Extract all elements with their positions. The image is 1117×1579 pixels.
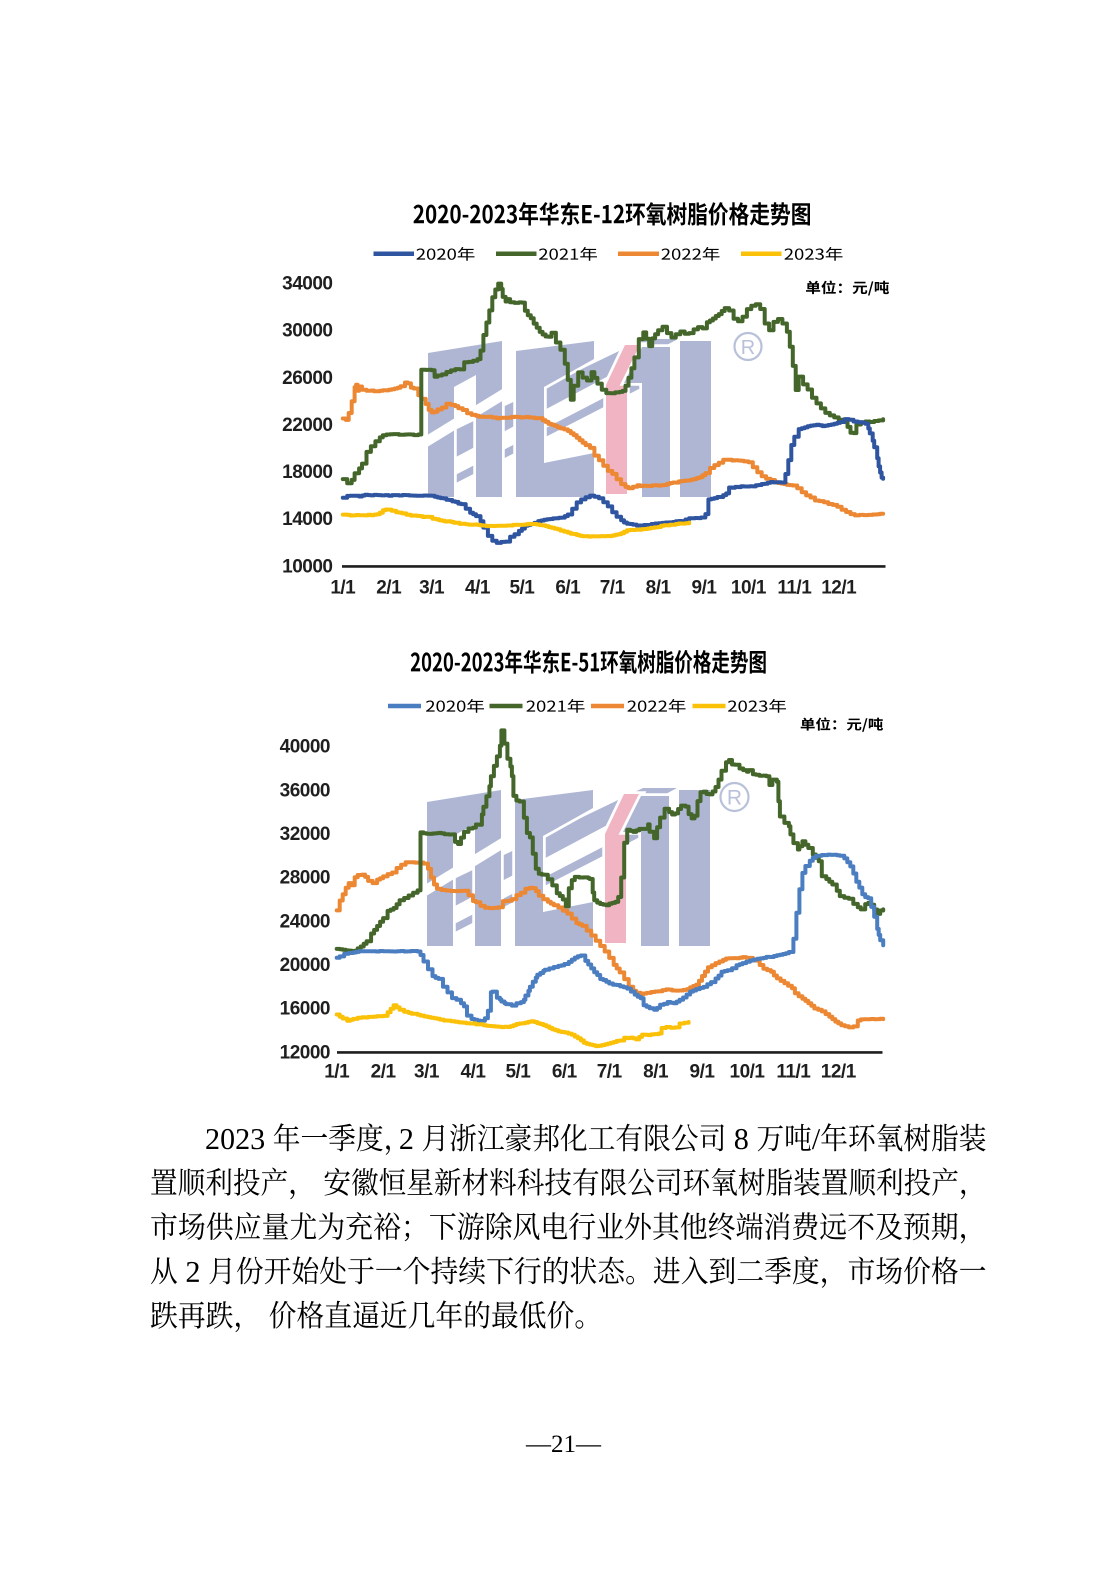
- svg-text:1/1: 1/1: [324, 1062, 350, 1083]
- svg-text:9/1: 9/1: [690, 1062, 716, 1083]
- svg-text:26000: 26000: [282, 368, 332, 389]
- svg-text:4/1: 4/1: [461, 1062, 487, 1083]
- svg-text:8/1: 8/1: [646, 578, 672, 599]
- svg-text:36000: 36000: [280, 780, 330, 801]
- svg-text:12/1: 12/1: [821, 1062, 857, 1083]
- svg-text:12000: 12000: [280, 1042, 330, 1063]
- svg-text:20000: 20000: [280, 955, 330, 976]
- svg-text:5/1: 5/1: [509, 578, 535, 599]
- svg-text:—21—: —21—: [525, 1431, 602, 1458]
- svg-text:12/1: 12/1: [821, 578, 857, 599]
- svg-text:8/1: 8/1: [643, 1062, 669, 1083]
- svg-text:R: R: [727, 787, 742, 810]
- svg-text:28000: 28000: [280, 868, 330, 889]
- svg-text:22000: 22000: [282, 415, 332, 436]
- svg-text:3/1: 3/1: [414, 1062, 440, 1083]
- svg-text:3/1: 3/1: [419, 578, 445, 599]
- svg-text:24000: 24000: [280, 911, 330, 932]
- svg-text:32000: 32000: [280, 824, 330, 845]
- svg-text:1/1: 1/1: [330, 578, 356, 599]
- svg-text:11/1: 11/1: [777, 578, 812, 599]
- svg-text:10/1: 10/1: [731, 578, 767, 599]
- svg-text:2/1: 2/1: [371, 1062, 397, 1083]
- svg-text:10/1: 10/1: [730, 1062, 766, 1083]
- svg-text:16000: 16000: [280, 999, 330, 1020]
- svg-text:40000: 40000: [280, 737, 330, 758]
- svg-text:11/1: 11/1: [776, 1062, 811, 1083]
- svg-text:7/1: 7/1: [600, 578, 626, 599]
- svg-text:34000: 34000: [282, 274, 332, 295]
- svg-text:30000: 30000: [282, 321, 332, 342]
- svg-text:9/1: 9/1: [692, 578, 718, 599]
- svg-text:18000: 18000: [282, 462, 332, 483]
- svg-text:6/1: 6/1: [555, 578, 581, 599]
- svg-text:6/1: 6/1: [552, 1062, 578, 1083]
- svg-text:10000: 10000: [282, 556, 332, 577]
- svg-text:R: R: [741, 337, 755, 359]
- svg-text:7/1: 7/1: [597, 1062, 623, 1083]
- svg-text:2/1: 2/1: [376, 578, 402, 599]
- svg-text:5/1: 5/1: [505, 1062, 531, 1083]
- svg-text:4/1: 4/1: [465, 578, 491, 599]
- svg-text:14000: 14000: [282, 509, 332, 530]
